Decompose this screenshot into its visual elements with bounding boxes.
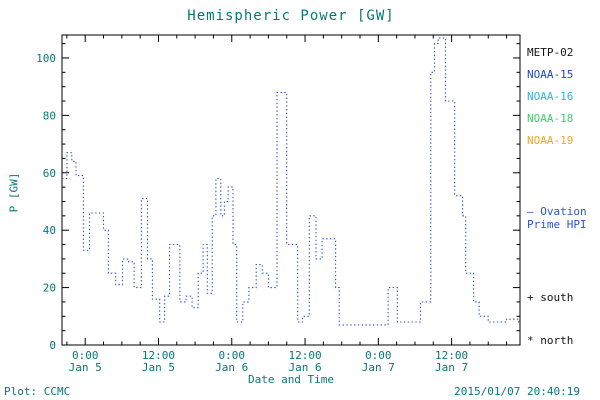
x-tick-date-label: Jan 7 [362,361,395,374]
y-tick-label: 20 [43,282,56,295]
chart-title: Hemispheric Power [GW] [187,8,395,24]
y-tick-label: 60 [43,167,56,180]
y-tick-label: 80 [43,109,56,122]
ovation-legend: – Ovation Prime HPI [527,205,587,231]
y-tick-label: 40 [43,224,56,237]
legend-noaa-18: NOAA-18 [527,112,574,125]
legend-metp-02: METP-02 [527,46,574,59]
x-tick-time-label: 0:00 [365,349,392,362]
legend-noaa-19: NOAA-19 [527,134,574,147]
satellite-legend: METP-02 NOAA-15 NOAA-16 NOAA-18 NOAA-19 [527,46,573,156]
south-marker-legend: + south [527,291,574,304]
x-tick-date-label: Jan 6 [288,361,321,374]
x-tick-time-label: 12:00 [142,349,175,362]
north-marker-legend: * north [527,334,574,347]
timestamp: 2015/01/07 20:40:19 [454,385,580,398]
legend-noaa-16: NOAA-16 [527,90,574,103]
x-tick-date-label: Jan 6 [215,361,248,374]
x-tick-date-label: Jan 5 [142,361,175,374]
hpi-step-line [62,37,520,326]
x-tick-date-label: Jan 7 [435,361,468,374]
ovation-legend-line1: – Ovation [527,205,587,218]
y-axis-label: P [GW] [7,172,21,213]
x-tick-time-label: 12:00 [288,349,321,362]
x-tick-time-label: 12:00 [435,349,468,362]
y-tick-label: 100 [36,52,56,65]
x-tick-date-label: Jan 5 [69,361,102,374]
plot-credit: Plot: CCMC [4,385,71,398]
y-tick-label: 0 [49,339,56,352]
legend-noaa-15: NOAA-15 [527,68,574,81]
ovation-legend-line2: Prime HPI [527,218,587,231]
plot-frame [61,34,521,346]
x-tick-time-label: 0:00 [72,349,99,362]
x-tick-time-label: 0:00 [219,349,246,362]
x-axis-label: Date and Time [247,373,335,386]
